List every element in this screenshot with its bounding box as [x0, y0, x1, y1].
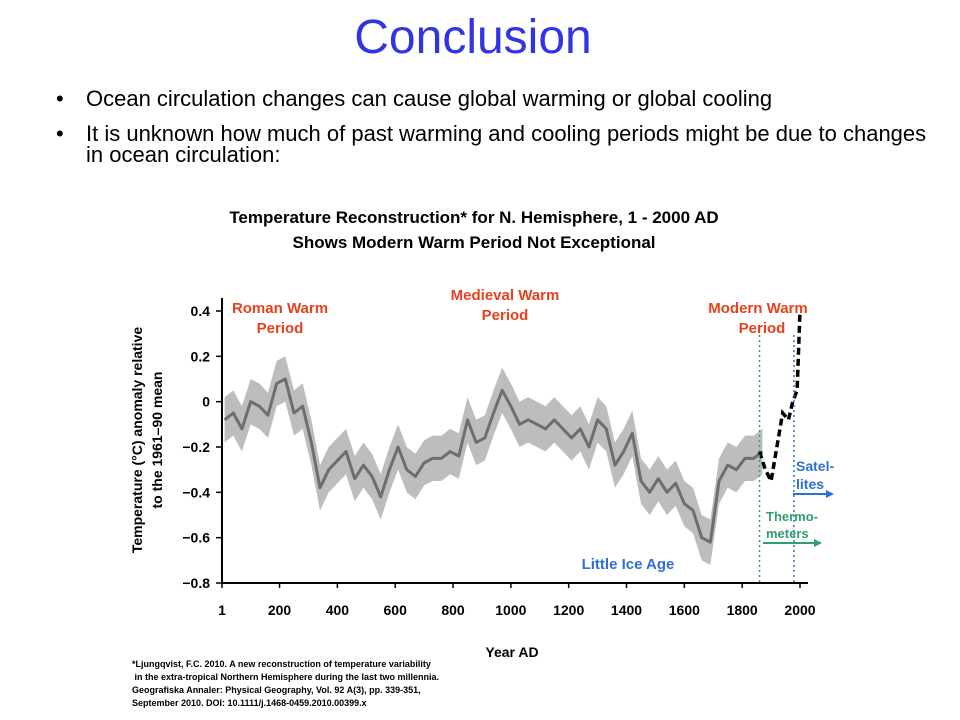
y-ticks: 0.4 0.2 0 −0.2 −0.4 −0.6 −0.8	[182, 303, 222, 591]
y-tick-label: −0.2	[182, 439, 210, 455]
x-tick-label: 1600	[669, 602, 700, 618]
x-tick-label: 2000	[784, 602, 815, 618]
uncertainty-band-layer	[224, 356, 763, 565]
plot-frame	[221, 298, 808, 584]
bullet-item: Ocean circulation changes can cause glob…	[56, 88, 936, 110]
x-tick-label: 1800	[727, 602, 758, 618]
uncertainty-band	[224, 356, 763, 565]
medieval-warm-label: Medieval Warm	[451, 287, 560, 304]
marker-layer	[758, 335, 795, 583]
series-layer	[223, 310, 802, 544]
slide-title: Conclusion	[354, 11, 592, 64]
roman-warm-label-2: Period	[257, 320, 304, 337]
citation-line: September 2010. DOI: 10.1111/j.1468-0459…	[132, 698, 367, 708]
medieval-warm-label-2: Period	[482, 307, 529, 324]
marker-arrows	[763, 490, 834, 547]
thermometers-arrowhead	[814, 539, 822, 547]
satellites-label-2: lites	[796, 476, 824, 492]
citation-line: in the extra-tropical Northern Hemispher…	[132, 672, 439, 682]
thermometers-label-2: meters	[766, 526, 809, 541]
citation-line: Geografiska Annaler: Physical Geography,…	[132, 685, 421, 695]
little-ice-age-label: Little Ice Age	[582, 556, 675, 573]
modern-warm-label: Modern Warm	[708, 300, 807, 317]
x-tick-label: 800	[441, 602, 465, 618]
x-ticks: 1 200 400 600 800 1000 1200 1400 1600 1800 2000	[218, 583, 816, 618]
x-tick-label: 600	[384, 602, 408, 618]
satellites-label: Satel-	[796, 458, 834, 474]
x-tick-label: 1000	[495, 602, 526, 618]
y-tick-label: 0	[202, 394, 210, 410]
y-tick-label: −0.4	[182, 484, 210, 500]
y-axis-label-2: to the 1961–90 mean	[149, 372, 165, 509]
y-tick-label: 0.4	[191, 303, 211, 319]
chart-title: Temperature Reconstruction* for N. Hemis…	[229, 208, 718, 227]
reconstruction-line	[223, 377, 764, 544]
bullet-list: Ocean circulation changes can cause glob…	[56, 88, 936, 179]
x-axis-label: Year AD	[485, 644, 538, 660]
x-tick-label: 200	[268, 602, 292, 618]
thermometers-label: Thermo-	[766, 509, 818, 524]
bullet-item: It is unknown how much of past warming a…	[56, 123, 936, 166]
instrumental-line	[757, 310, 802, 487]
x-tick-label: 1	[218, 602, 226, 618]
x-tick-label: 1400	[611, 602, 642, 618]
y-axis-label: Temperature (°C) anomaly relative	[129, 327, 145, 554]
chart-subtitle: Shows Modern Warm Period Not Exceptional	[292, 233, 655, 252]
y-tick-label: −0.6	[182, 530, 210, 546]
y-tick-label: 0.2	[191, 348, 211, 364]
citation: *Ljungqvist, F.C. 2010. A new reconstruc…	[132, 659, 439, 708]
x-tick-label: 1200	[553, 602, 584, 618]
y-tick-label: −0.8	[182, 575, 210, 591]
satellites-arrowhead	[826, 490, 834, 498]
roman-warm-label: Roman Warm	[232, 300, 328, 317]
citation-line: *Ljungqvist, F.C. 2010. A new reconstruc…	[132, 659, 431, 669]
x-tick-label: 400	[326, 602, 350, 618]
modern-warm-label-2: Period	[739, 320, 786, 337]
